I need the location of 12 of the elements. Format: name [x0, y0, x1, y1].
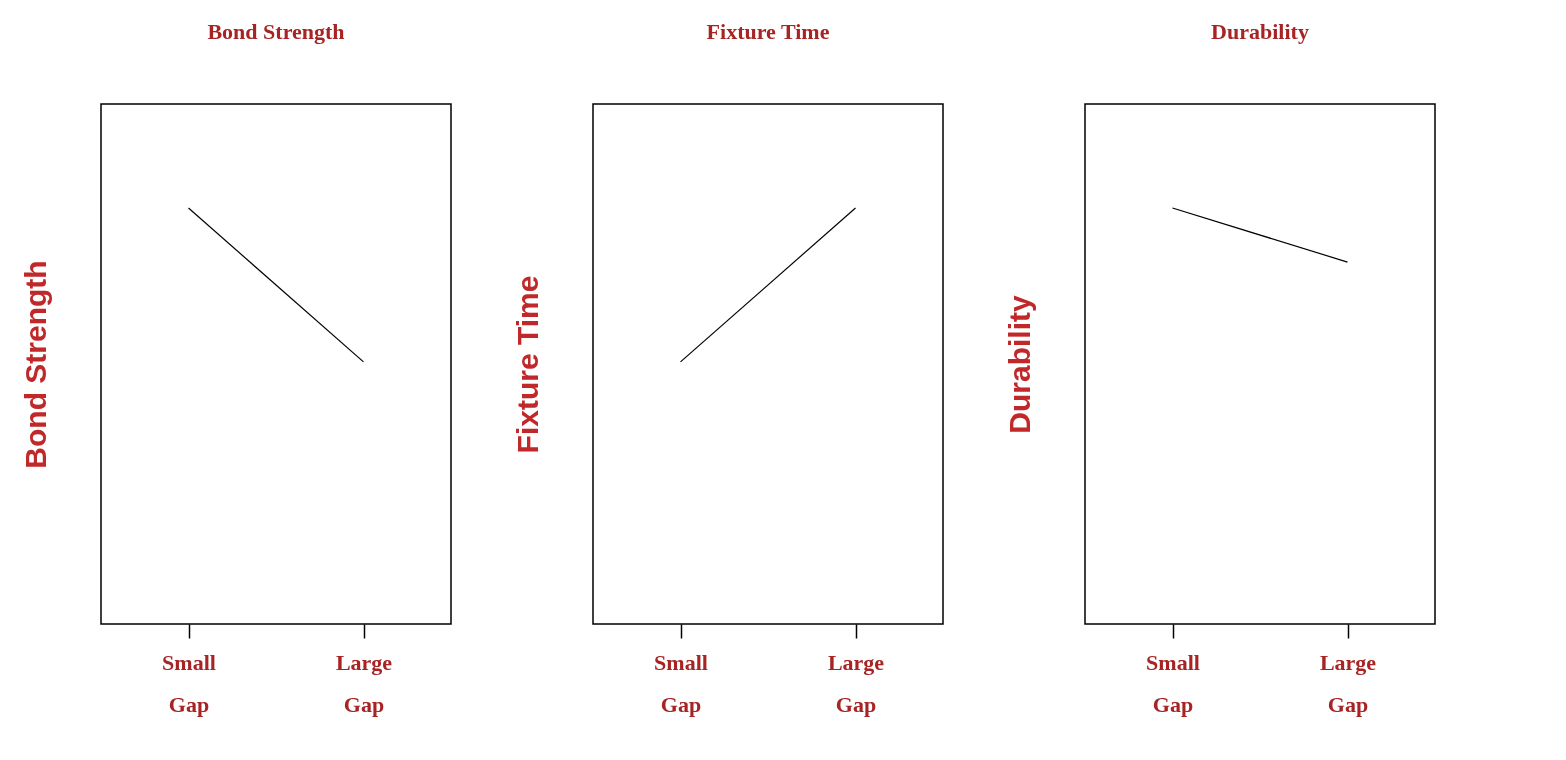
y-axis-title: Durability [1002, 295, 1036, 434]
chart-title: Fixture Time [706, 19, 830, 44]
x-tick-label: Small Gap [654, 649, 708, 717]
x-tick-label: Large Gap [1319, 649, 1377, 717]
y-axis-title: Bond Strength [18, 260, 52, 469]
x-tick-label: Small Gap [1146, 649, 1200, 717]
x-tick-label: Small Gap [162, 649, 216, 717]
y-axis-title: Fixture Time [510, 275, 544, 454]
x-tick-label: Large Gap [827, 649, 885, 717]
x-tick-label: Large Gap [335, 649, 393, 717]
chart-title: Durability [1211, 19, 1309, 44]
chart-title: Bond Strength [207, 19, 345, 44]
